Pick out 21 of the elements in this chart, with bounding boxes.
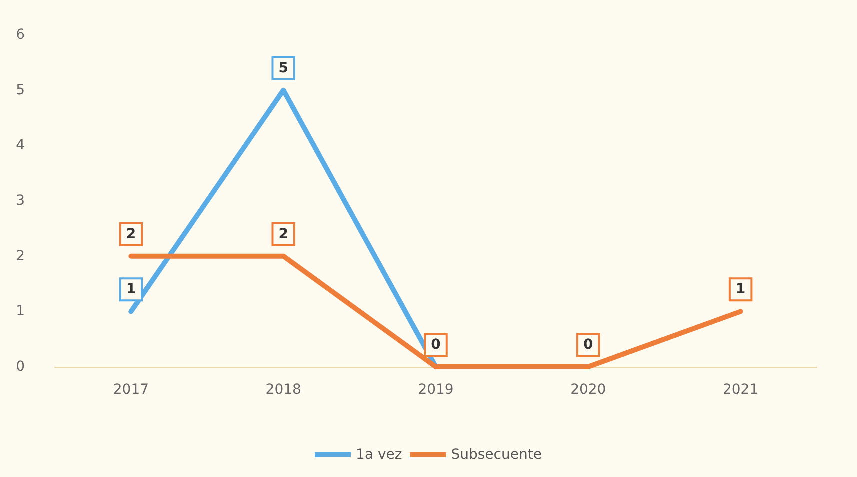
x-tick-label: 2017 xyxy=(113,382,150,398)
data-label: 1 xyxy=(736,282,746,298)
x-tick-label: 2019 xyxy=(418,382,454,398)
legend-label: Subsecuente xyxy=(451,447,542,463)
x-tick-label: 2020 xyxy=(570,382,606,398)
x-tick-label: 2018 xyxy=(266,382,302,398)
data-label: 0 xyxy=(584,337,594,353)
y-tick-label: 4 xyxy=(16,138,26,154)
data-label: 5 xyxy=(278,60,288,76)
y-tick-label: 5 xyxy=(16,82,25,98)
y-tick-label: 0 xyxy=(16,359,25,375)
data-label: 2 xyxy=(278,226,288,242)
legend-label: 1a vez xyxy=(356,447,402,463)
y-tick-label: 2 xyxy=(16,248,25,264)
x-tick-label: 2021 xyxy=(722,382,759,398)
data-label: 2 xyxy=(126,226,136,242)
data-label: 0 xyxy=(431,337,442,353)
data-label: 1 xyxy=(126,282,136,298)
y-tick-label: 3 xyxy=(16,193,25,209)
y-tick-label: 6 xyxy=(16,27,26,43)
y-tick-label: 1 xyxy=(16,304,25,320)
